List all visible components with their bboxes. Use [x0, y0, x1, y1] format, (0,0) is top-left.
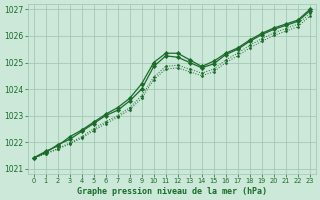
X-axis label: Graphe pression niveau de la mer (hPa): Graphe pression niveau de la mer (hPa)	[77, 187, 267, 196]
